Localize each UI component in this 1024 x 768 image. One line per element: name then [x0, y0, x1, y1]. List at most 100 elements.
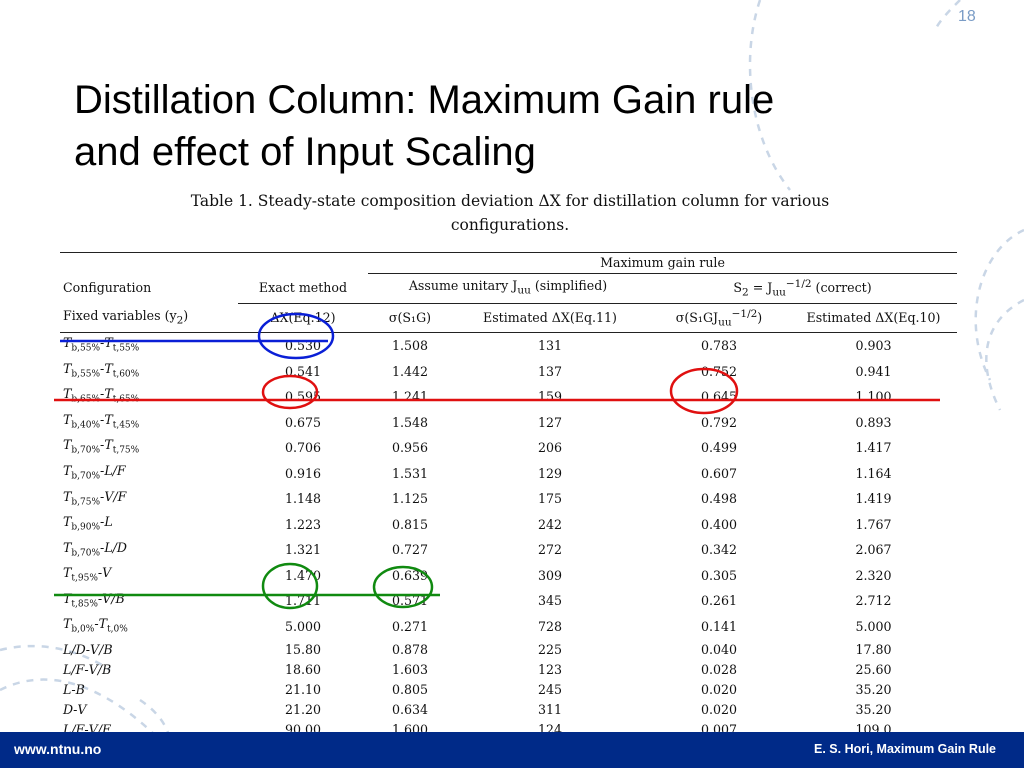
- cell-sigma-s1gj: 0.400: [700, 516, 738, 532]
- cell-est-eq10: 2.712: [855, 593, 892, 609]
- cell-est-eq11: 345: [537, 593, 563, 609]
- col-sigma-s1g: σ(S₁G): [368, 303, 452, 334]
- cell-configuration: Tb,70%-L/F: [63, 462, 126, 482]
- cell-est-eq10: 0.903: [855, 338, 892, 354]
- cell-configuration: Tb,55%-Tt,55%: [63, 335, 140, 354]
- table-caption: Table 1. Steady-state composition deviat…: [100, 189, 920, 237]
- cell-est-eq10: 2.320: [855, 567, 892, 583]
- cell-sigma-s1gj: 0.040: [700, 641, 738, 657]
- col-exact-method: Exact method: [238, 273, 368, 304]
- table-row: L-B 21.10 0.805 245 0.020 35.20: [60, 680, 957, 700]
- cell-exact: 0.595: [284, 389, 322, 405]
- cell-est-eq11: 129: [537, 465, 563, 481]
- table-row: Tb,55%-Tt,55% 0.530 1.508 131 0.783 0.903: [60, 333, 957, 359]
- cell-configuration: L-B: [63, 681, 85, 697]
- table-row: L/D-V/B 15.80 0.878 225 0.040 17.80: [60, 640, 957, 660]
- table-row: Tb,65%-Tt,65% 0.595 1.241 159 0.645 1.100: [60, 384, 957, 410]
- cell-est-eq10: 1.100: [855, 389, 892, 405]
- cell-est-eq11: 175: [537, 491, 563, 507]
- cell-sigma-s1g: 0.271: [391, 618, 429, 634]
- cell-configuration: Tt,95%-V: [63, 565, 112, 584]
- title-line-1: Distillation Column: Maximum Gain rule: [74, 78, 775, 122]
- cell-configuration: Tb,40%-Tt,45%: [63, 411, 140, 431]
- cell-sigma-s1g: 1.508: [391, 338, 429, 354]
- table-row: Tb,70%-L/F 0.916 1.531 129 0.607 1.164: [60, 461, 957, 487]
- cell-est-eq11: 728: [537, 618, 563, 634]
- cell-est-eq11: 311: [537, 701, 563, 717]
- col-fixed-variables: Fixed variables (y2): [60, 303, 238, 334]
- cell-configuration: Tb,65%-Tt,65%: [63, 386, 140, 405]
- cell-sigma-s1g: 1.548: [391, 414, 429, 430]
- cell-exact: 1.223: [284, 516, 322, 532]
- cell-sigma-s1g: 0.634: [391, 701, 429, 717]
- cell-sigma-s1g: 0.639: [391, 567, 429, 583]
- col-delta-x-eq12: ΔX(Eq.12): [238, 303, 368, 334]
- cell-sigma-s1g: 0.956: [391, 440, 429, 456]
- cell-configuration: Tb,55%-Tt,60%: [63, 360, 140, 380]
- group-header: Maximum gain rule: [368, 252, 957, 274]
- cell-configuration: Tb,90%-L: [63, 514, 113, 533]
- table-row: Tt,85%-V/B 1.711 0.571 345 0.261 2.712: [60, 589, 957, 615]
- footer-author: E. S. Hori, Maximum Gain Rule: [814, 742, 996, 756]
- cell-exact: 15.80: [284, 641, 322, 657]
- cell-est-eq11: 242: [537, 516, 563, 532]
- footer-url[interactable]: www.ntnu.no: [14, 741, 102, 757]
- cell-est-eq11: 206: [537, 440, 563, 456]
- cell-configuration: L/D-V/B: [63, 641, 113, 657]
- cell-sigma-s1gj: 0.261: [700, 593, 738, 609]
- cell-est-eq10: 1.417: [855, 440, 892, 456]
- cell-configuration: Tb,70%-Tt,75%: [63, 437, 140, 456]
- cell-sigma-s1g: 1.442: [391, 363, 429, 379]
- cell-configuration: L/F-V/B: [63, 661, 112, 677]
- cell-exact: 1.711: [284, 593, 322, 609]
- table-row: D-V 21.20 0.634 311 0.020 35.20: [60, 700, 957, 720]
- col-est-eq11: Estimated ΔX(Eq.11): [452, 303, 648, 334]
- cell-configuration: Tt,85%-V/B: [63, 590, 125, 610]
- header-row-1: Configuration Exact method Assume unitar…: [60, 273, 957, 304]
- table-row: Tb,75%-V/F 1.148 1.125 175 0.498 1.419: [60, 487, 957, 513]
- cell-sigma-s1g: 0.571: [391, 593, 429, 609]
- cell-sigma-s1gj: 0.342: [700, 542, 738, 558]
- col-est-eq10: Estimated ΔX(Eq.10): [790, 303, 957, 334]
- cell-est-eq10: 0.893: [855, 414, 892, 430]
- cell-sigma-s1gj: 0.141: [700, 618, 738, 634]
- cell-sigma-s1gj: 0.792: [700, 414, 738, 430]
- cell-exact: 1.148: [284, 491, 322, 507]
- cell-sigma-s1gj: 0.499: [700, 440, 738, 456]
- table-row: Tb,90%-L 1.223 0.815 242 0.400 1.767: [60, 512, 957, 538]
- cell-configuration: Tb,0%-Tt,0%: [63, 616, 128, 635]
- cell-sigma-s1g: 0.727: [391, 542, 429, 558]
- cell-est-eq10: 1.419: [855, 491, 892, 507]
- results-table: Maximum gain rule Configuration Exact me…: [60, 252, 957, 741]
- cell-est-eq11: 131: [537, 338, 563, 354]
- cell-sigma-s1gj: 0.783: [700, 338, 738, 354]
- cell-est-eq11: 225: [537, 641, 563, 657]
- cell-configuration: Tb,70%-L/D: [63, 539, 128, 559]
- cell-sigma-s1gj: 0.752: [700, 363, 738, 379]
- cell-est-eq10: 35.20: [855, 681, 892, 697]
- cell-exact: 0.541: [284, 363, 322, 379]
- col-sigma-s1gj: σ(S₁GJuu−1/2): [648, 303, 790, 334]
- header-row-2: Fixed variables (y2) ΔX(Eq.12) σ(S₁G) Es…: [60, 303, 957, 334]
- table-row: Tb,40%-Tt,45% 0.675 1.548 127 0.792 0.893: [60, 410, 957, 436]
- cell-est-eq11: 309: [537, 567, 563, 583]
- cell-exact: 18.60: [284, 661, 322, 677]
- footer-bar: www.ntnu.no E. S. Hori, Maximum Gain Rul…: [0, 732, 1024, 768]
- cell-exact: 5.000: [284, 618, 322, 634]
- caption-line-2: configurations.: [450, 216, 570, 234]
- table-row: Tb,0%-Tt,0% 5.000 0.271 728 0.141 5.000: [60, 614, 957, 640]
- title-line-2: and effect of Input Scaling: [74, 130, 536, 174]
- table-body: Tb,55%-Tt,55% 0.530 1.508 131 0.783 0.903 Tb,5…: [60, 333, 957, 741]
- cell-est-eq10: 25.60: [855, 661, 892, 677]
- col-configuration: Configuration: [63, 280, 152, 296]
- group-header-row: Maximum gain rule: [60, 252, 957, 274]
- page-title: Distillation Column: Maximum Gain rule a…: [74, 74, 934, 178]
- cell-exact: 1.470: [284, 567, 322, 583]
- cell-exact: 0.706: [284, 440, 322, 456]
- cell-sigma-s1gj: 0.607: [700, 465, 738, 481]
- cell-sigma-s1gj: 0.028: [700, 661, 738, 677]
- cell-exact: 21.10: [284, 681, 322, 697]
- cell-sigma-s1gj: 0.645: [700, 389, 738, 405]
- cell-sigma-s1gj: 0.305: [700, 567, 738, 583]
- cell-est-eq11: 127: [537, 414, 563, 430]
